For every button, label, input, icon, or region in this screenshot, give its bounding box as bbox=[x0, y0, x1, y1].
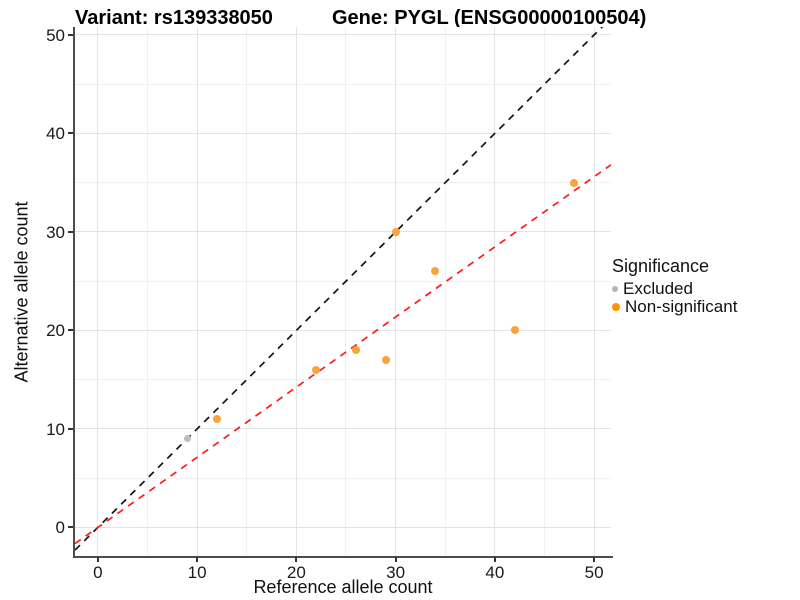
legend-item-label: Non-significant bbox=[625, 297, 738, 316]
y-minor-gridline bbox=[75, 477, 611, 479]
reference-lines bbox=[75, 27, 611, 551]
identity-line bbox=[75, 27, 604, 551]
x-tick-label: 20 bbox=[286, 563, 306, 582]
x-major-gridline bbox=[97, 27, 99, 557]
y-major-gridline bbox=[75, 132, 611, 134]
x-minor-gridline bbox=[444, 27, 446, 557]
y-minor-gridline bbox=[75, 182, 611, 184]
data-point-non-significant bbox=[391, 227, 400, 236]
legend-title: Significance bbox=[612, 256, 710, 276]
y-axis-title: Alternative allele count bbox=[11, 201, 32, 383]
y-tick-label: 0 bbox=[55, 518, 65, 538]
data-point-non-significant bbox=[381, 355, 390, 364]
x-major-gridline bbox=[196, 27, 198, 557]
x-tick-label: 30 bbox=[386, 563, 406, 582]
data-point-non-significant bbox=[431, 267, 440, 276]
x-minor-gridline bbox=[146, 27, 148, 557]
y-tick-mark bbox=[68, 329, 73, 332]
y-tick-label: 10 bbox=[46, 419, 65, 439]
y-tick-mark bbox=[68, 230, 73, 233]
x-major-gridline bbox=[494, 27, 496, 557]
x-tick-mark bbox=[593, 557, 596, 562]
x-minor-gridline bbox=[543, 27, 545, 557]
data-point-non-significant bbox=[212, 415, 221, 424]
plot-panel bbox=[75, 27, 611, 557]
y-minor-gridline bbox=[75, 280, 611, 282]
y-tick-label: 40 bbox=[46, 124, 65, 144]
y-tick-mark bbox=[68, 526, 73, 529]
data-point-non-significant bbox=[312, 365, 321, 374]
data-point-non-significant bbox=[570, 178, 579, 187]
legend-dot-icon bbox=[612, 303, 620, 311]
data-point-non-significant bbox=[510, 326, 519, 335]
variant-title: Variant: rs139338050 bbox=[75, 7, 273, 29]
y-tick-mark bbox=[68, 132, 73, 135]
y-major-gridline bbox=[75, 329, 611, 331]
x-minor-gridline bbox=[345, 27, 347, 557]
y-minor-gridline bbox=[75, 83, 611, 85]
x-axis-line bbox=[73, 556, 613, 558]
x-tick-label: 0 bbox=[93, 563, 103, 582]
x-tick-label: 40 bbox=[485, 563, 505, 582]
data-point-non-significant bbox=[351, 346, 360, 355]
legend-item-non-significant: Non-significant bbox=[612, 297, 738, 316]
y-tick-mark bbox=[68, 427, 73, 430]
x-tick-label: 10 bbox=[187, 563, 207, 582]
legend-dot-icon bbox=[612, 286, 618, 292]
y-major-gridline bbox=[75, 231, 611, 233]
x-tick-mark bbox=[196, 557, 199, 562]
x-major-gridline bbox=[395, 27, 397, 557]
y-major-gridline bbox=[75, 526, 611, 528]
legend: Significance Excluded Non-significant bbox=[612, 256, 737, 316]
data-point-excluded bbox=[183, 435, 191, 443]
x-major-gridline bbox=[593, 27, 595, 557]
legend-item-excluded: Excluded bbox=[612, 279, 737, 298]
y-minor-gridline bbox=[75, 379, 611, 381]
y-major-gridline bbox=[75, 34, 611, 36]
y-tick-label: 30 bbox=[46, 222, 65, 242]
y-axis-line bbox=[73, 27, 75, 558]
y-tick-label: 50 bbox=[46, 25, 65, 45]
legend-item-label: Excluded bbox=[623, 279, 693, 298]
x-tick-mark bbox=[295, 557, 298, 562]
x-tick-mark bbox=[96, 557, 99, 562]
gene-title: Gene: PYGL (ENSG00000100504) bbox=[332, 7, 647, 29]
allelic-ratio-line bbox=[75, 164, 611, 545]
y-major-gridline bbox=[75, 428, 611, 430]
x-tick-label: 50 bbox=[584, 563, 604, 582]
x-tick-mark bbox=[493, 557, 496, 562]
y-tick-mark bbox=[68, 33, 73, 36]
x-major-gridline bbox=[295, 27, 297, 557]
x-tick-mark bbox=[394, 557, 397, 562]
x-axis-title: Reference allele count bbox=[253, 577, 433, 597]
x-minor-gridline bbox=[246, 27, 248, 557]
y-tick-label: 20 bbox=[46, 321, 65, 341]
